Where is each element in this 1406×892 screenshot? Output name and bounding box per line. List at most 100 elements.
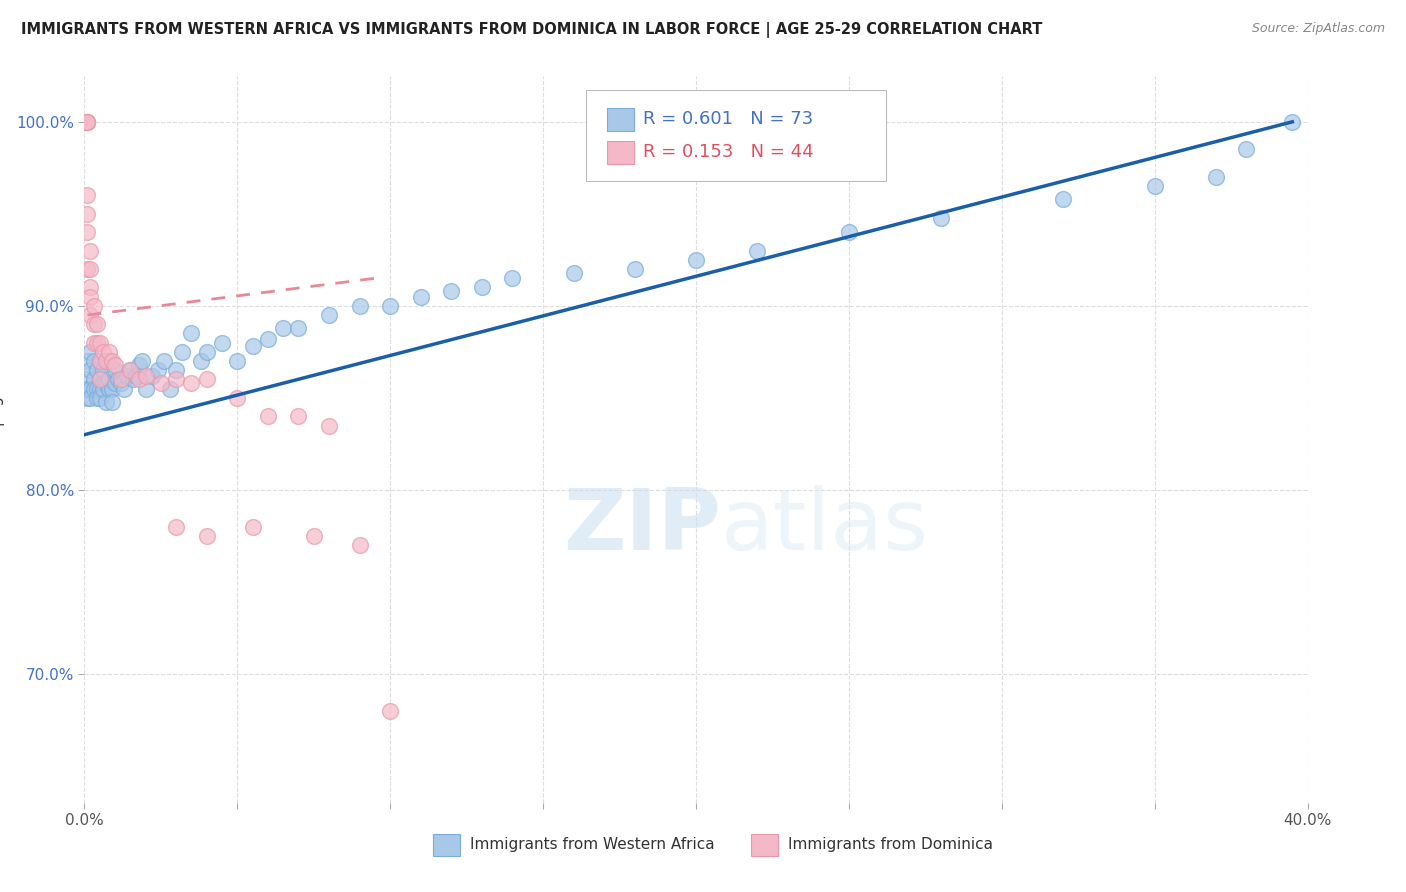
Bar <box>751 834 778 855</box>
Point <box>86 382 108 396</box>
Point <box>242 520 264 534</box>
Point <box>141 368 163 383</box>
Point <box>83 299 105 313</box>
Point <box>302 529 325 543</box>
Point <box>349 538 371 552</box>
Point <box>165 520 187 534</box>
Point <box>91 376 114 391</box>
Point <box>76 262 98 277</box>
Point <box>76 188 98 202</box>
Point <box>91 344 114 359</box>
Point <box>195 372 218 386</box>
Point <box>1236 143 1258 157</box>
Point <box>83 354 105 368</box>
Point <box>76 115 98 129</box>
Point <box>409 290 432 304</box>
Point <box>165 363 187 377</box>
Point <box>242 339 264 353</box>
Point <box>380 704 402 718</box>
Point <box>76 115 98 129</box>
Text: ZIP: ZIP <box>562 485 720 568</box>
Point <box>471 280 494 294</box>
Point <box>76 225 98 239</box>
Y-axis label: In Labor Force | Age 25-29: In Labor Force | Age 25-29 <box>0 338 4 541</box>
Text: IMMIGRANTS FROM WESTERN AFRICA VS IMMIGRANTS FROM DOMINICA IN LABOR FORCE | AGE : IMMIGRANTS FROM WESTERN AFRICA VS IMMIGR… <box>21 22 1042 38</box>
Point <box>624 262 647 277</box>
Point <box>349 299 371 313</box>
FancyBboxPatch shape <box>586 90 886 181</box>
Point <box>83 382 105 396</box>
Point <box>91 363 114 377</box>
Bar <box>606 141 634 164</box>
Point <box>180 326 202 341</box>
Point <box>226 354 249 368</box>
Point <box>120 363 142 377</box>
Point <box>76 207 98 221</box>
Point <box>287 409 309 424</box>
Point <box>131 354 153 368</box>
Point <box>94 376 117 391</box>
Point <box>79 382 101 396</box>
Text: Source: ZipAtlas.com: Source: ZipAtlas.com <box>1251 22 1385 36</box>
Point <box>86 335 108 350</box>
Point <box>1143 179 1166 194</box>
Point <box>79 262 101 277</box>
Point <box>838 225 860 239</box>
Point <box>149 376 172 391</box>
Point <box>86 363 108 377</box>
Point <box>83 372 105 386</box>
Point <box>86 391 108 405</box>
Point <box>257 332 280 346</box>
Point <box>101 354 124 368</box>
Point <box>94 394 117 409</box>
Point <box>79 363 101 377</box>
Point <box>929 211 952 225</box>
Point <box>89 382 111 396</box>
Point <box>101 394 124 409</box>
Point <box>97 382 120 396</box>
Point <box>94 354 117 368</box>
Point <box>110 376 132 391</box>
Point <box>104 358 127 372</box>
Point <box>76 372 98 386</box>
Text: Immigrants from Western Africa: Immigrants from Western Africa <box>470 838 714 853</box>
Bar <box>433 834 460 855</box>
Point <box>115 368 138 383</box>
Point <box>165 372 187 386</box>
Point <box>159 382 181 396</box>
Point <box>89 391 111 405</box>
Point <box>195 344 218 359</box>
Point <box>257 409 280 424</box>
Point <box>76 391 98 405</box>
Point <box>83 335 105 350</box>
Point <box>89 372 111 386</box>
Point <box>146 363 169 377</box>
Point <box>128 372 150 386</box>
Point <box>83 318 105 332</box>
Point <box>125 368 148 383</box>
Point <box>287 321 309 335</box>
Point <box>685 252 707 267</box>
Point <box>1052 192 1074 206</box>
Point <box>89 335 111 350</box>
Point <box>120 363 142 377</box>
Point <box>380 299 402 313</box>
Point <box>135 382 157 396</box>
Point <box>79 308 101 322</box>
Point <box>89 354 111 368</box>
Point <box>747 244 769 258</box>
Text: atlas: atlas <box>720 485 928 568</box>
Point <box>1281 115 1303 129</box>
Point <box>76 115 98 129</box>
Text: R = 0.601   N = 73: R = 0.601 N = 73 <box>644 111 814 128</box>
Point <box>101 382 124 396</box>
Point <box>76 382 98 396</box>
Point <box>79 290 101 304</box>
Point <box>271 321 294 335</box>
Point <box>76 115 98 129</box>
Point <box>153 354 176 368</box>
Point <box>135 368 157 383</box>
Point <box>79 391 101 405</box>
Point <box>104 376 127 391</box>
Point <box>502 271 524 285</box>
